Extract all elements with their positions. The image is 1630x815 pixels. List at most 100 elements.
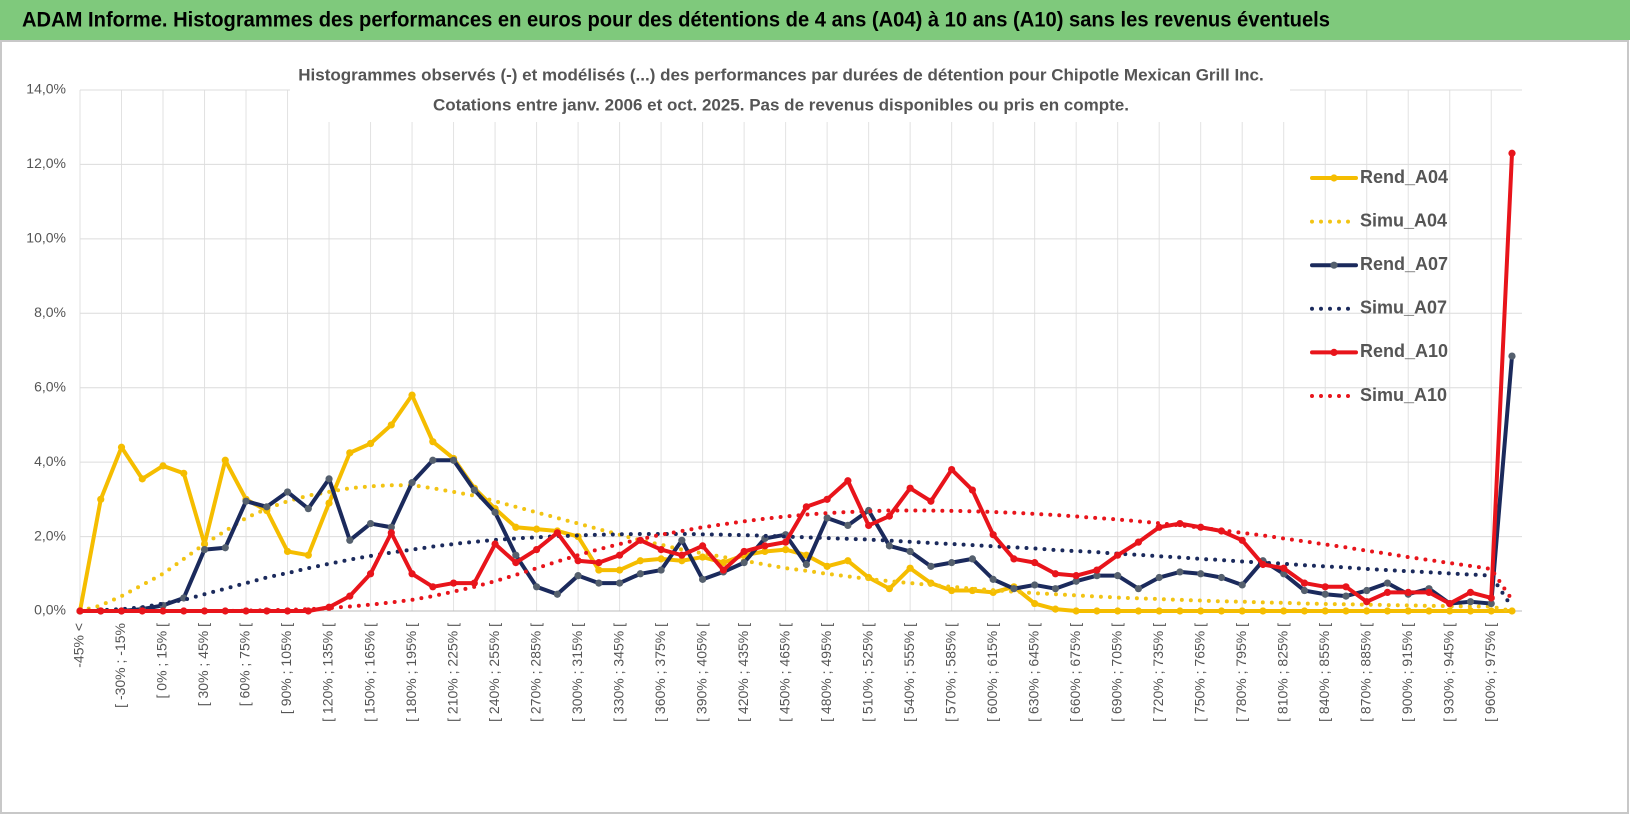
point — [449, 456, 458, 464]
point — [429, 583, 437, 591]
point — [615, 551, 624, 559]
point — [242, 607, 250, 615]
x-tick-label: [ 870% ; 885% [ — [1357, 623, 1373, 722]
point — [1300, 579, 1309, 587]
point — [1114, 551, 1122, 559]
x-tick-label: [ 750% ; 765% [ — [1191, 623, 1207, 722]
legend-label: Rend_A04 — [1360, 167, 1448, 187]
x-tick-label: [ 600% ; 615% [ — [984, 623, 1000, 722]
point — [1321, 607, 1329, 615]
point — [1342, 583, 1350, 591]
point — [782, 538, 790, 546]
point — [1383, 579, 1392, 587]
point — [449, 579, 458, 587]
point — [1176, 607, 1184, 615]
point — [387, 421, 395, 429]
legend-label: Rend_A10 — [1360, 341, 1448, 361]
point — [1197, 570, 1205, 578]
x-tick-label: -45% < — [71, 623, 87, 668]
x-tick-label: [ 660% ; 675% [ — [1067, 623, 1083, 722]
point — [1093, 566, 1101, 574]
model-line — [78, 508, 1514, 613]
point — [117, 607, 126, 615]
observed-line — [78, 151, 1514, 613]
x-tick-label: [ 840% ; 855% [ — [1316, 623, 1332, 722]
point — [1093, 607, 1101, 615]
point — [948, 586, 956, 595]
legend-marker — [1330, 174, 1338, 182]
point — [719, 559, 727, 567]
point — [346, 592, 354, 600]
point — [1363, 607, 1371, 615]
point — [491, 508, 499, 516]
point — [491, 540, 499, 548]
point — [387, 529, 395, 537]
point — [512, 559, 520, 567]
point — [823, 562, 831, 570]
point — [159, 462, 167, 470]
point — [408, 479, 416, 487]
point — [1238, 607, 1246, 615]
point — [761, 547, 769, 556]
y-tick-label: 10,0% — [26, 230, 66, 246]
point — [180, 469, 188, 477]
point — [1072, 577, 1080, 585]
point — [844, 557, 852, 565]
point — [636, 570, 644, 578]
x-tick-label: [ -30% ; -15% — [112, 623, 128, 708]
point — [1383, 607, 1392, 615]
point — [615, 579, 624, 587]
x-tick-label: [ 360% ; 375% [ — [652, 623, 668, 722]
point — [1031, 581, 1039, 589]
point — [740, 559, 748, 567]
x-tick-label: [ 420% ; 435% [ — [735, 623, 751, 722]
point — [553, 529, 561, 537]
point — [470, 579, 478, 587]
point — [1114, 572, 1122, 580]
point — [138, 475, 146, 483]
point — [968, 555, 977, 563]
y-tick-label: 14,0% — [26, 81, 66, 97]
point — [221, 456, 229, 464]
point — [1155, 523, 1163, 531]
legend: Rend_A04 Simu_A04 Rend_A07 Simu_A07 Rend_A10… — [1310, 167, 1448, 405]
y-tick-label: 6,0% — [34, 378, 66, 394]
point — [1508, 352, 1516, 360]
point — [512, 523, 520, 531]
header-title: ADAM Informe. Histogrammes des performan… — [22, 9, 1330, 32]
legend-label: Simu_A10 — [1360, 385, 1447, 405]
point — [221, 544, 229, 552]
x-tick-label: [ 30% ; 45% [ — [195, 623, 211, 706]
point — [304, 551, 312, 559]
chart-frame — [0, 40, 1629, 814]
point — [1051, 570, 1060, 578]
point — [429, 438, 437, 446]
legend-label: Simu_A07 — [1360, 298, 1447, 318]
header-bar — [0, 0, 1630, 40]
point — [408, 391, 416, 399]
point — [1300, 586, 1309, 595]
point — [989, 531, 997, 539]
point — [1134, 585, 1143, 593]
point — [1217, 607, 1226, 615]
point — [97, 495, 105, 503]
x-tick-label: [ 570% ; 585% [ — [942, 623, 958, 722]
point — [1383, 588, 1392, 596]
point — [1487, 599, 1495, 608]
point — [429, 456, 437, 464]
point — [1134, 538, 1143, 546]
point — [1238, 536, 1246, 544]
point — [885, 585, 893, 593]
x-tick-label: [ 630% ; 645% [ — [1025, 623, 1041, 722]
x-tick-label: [ 720% ; 735% [ — [1150, 623, 1166, 722]
point — [304, 505, 312, 513]
point — [1072, 607, 1080, 615]
point — [1010, 585, 1018, 593]
point — [1466, 598, 1475, 606]
legend-marker — [1330, 348, 1338, 356]
point — [532, 525, 541, 533]
point — [1363, 586, 1371, 595]
point — [1321, 583, 1329, 591]
point — [802, 560, 810, 569]
point — [948, 559, 956, 567]
